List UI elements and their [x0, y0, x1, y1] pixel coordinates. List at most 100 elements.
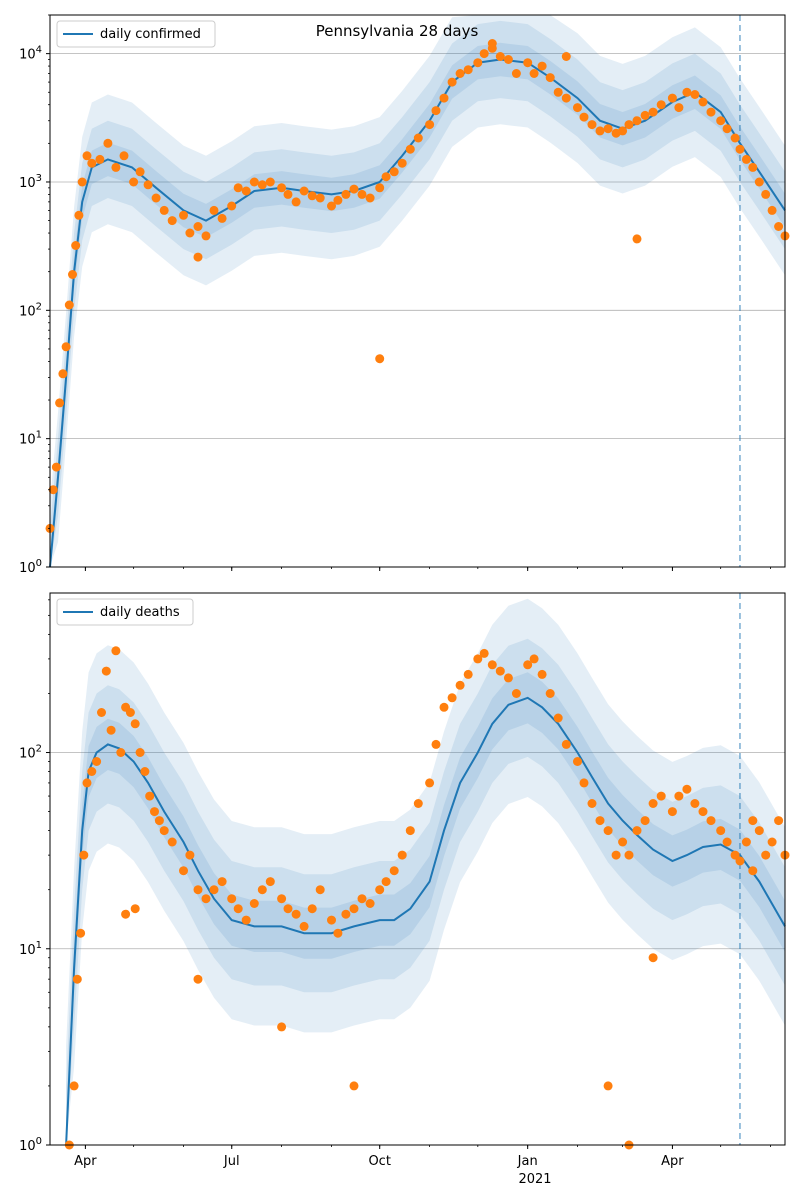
- observed-point: [185, 228, 195, 238]
- observed-point: [106, 725, 116, 735]
- panel-deaths: 100 101 102 Apr Jul Oct Jan Apr 2021 daily dea…: [19, 592, 790, 1187]
- deaths-bands: [66, 598, 786, 1145]
- observed-point: [151, 193, 161, 203]
- observed-point: [573, 103, 582, 113]
- observed-point: [69, 1081, 79, 1091]
- observed-point: [754, 826, 764, 836]
- observed-point: [283, 189, 293, 199]
- observed-point: [61, 342, 71, 352]
- observed-point: [698, 807, 708, 817]
- y-tick-label: 101: [19, 430, 42, 448]
- observed-point: [487, 660, 497, 670]
- observed-point: [545, 73, 555, 83]
- observed-point: [674, 791, 684, 801]
- observed-point: [748, 162, 758, 172]
- observed-point: [283, 904, 293, 914]
- observed-point: [79, 850, 89, 860]
- observed-point: [265, 877, 275, 887]
- observed-point: [82, 151, 92, 161]
- observed-point: [553, 87, 563, 97]
- observed-point: [511, 689, 521, 698]
- observed-point: [648, 107, 658, 117]
- observed-point: [365, 899, 375, 908]
- observed-point: [135, 748, 145, 757]
- observed-point: [257, 180, 267, 190]
- deaths-legend-box: [56, 598, 194, 626]
- observed-point: [431, 739, 441, 749]
- observed-point: [587, 799, 597, 808]
- x-tick-label: Jan: [517, 1154, 538, 1169]
- observed-point: [648, 799, 658, 808]
- observed-point: [95, 154, 105, 164]
- observed-point: [529, 69, 539, 78]
- model-line: [65, 696, 786, 1146]
- observed-point: [241, 186, 251, 196]
- observed-point: [447, 77, 457, 87]
- deaths-legend: daily deaths: [56, 598, 194, 626]
- y-tick-label: 104: [19, 45, 42, 63]
- observed-point: [333, 928, 343, 938]
- observed-point: [217, 213, 227, 223]
- observed-point: [233, 904, 243, 914]
- deaths-legend-label: daily deaths: [100, 605, 180, 620]
- observed-point: [667, 807, 677, 817]
- observed-point: [487, 39, 497, 48]
- observed-point: [774, 816, 784, 826]
- observed-point: [656, 100, 666, 110]
- observed-point: [129, 177, 139, 187]
- x-tick-label: Apr: [74, 1154, 97, 1169]
- observed-point: [349, 184, 359, 194]
- observed-point: [761, 189, 771, 199]
- observed-point: [291, 909, 301, 919]
- observed-point: [381, 877, 391, 887]
- observed-point: [82, 778, 92, 788]
- observed-point: [97, 708, 106, 717]
- observed-point: [741, 837, 751, 847]
- observed-point: [349, 904, 359, 914]
- observed-point: [375, 354, 385, 364]
- observed-point: [640, 816, 650, 826]
- observed-point: [495, 666, 505, 676]
- confirmed-bands: [50, 15, 785, 568]
- observed-point: [150, 807, 159, 817]
- observed-point: [201, 231, 211, 241]
- observed-point: [68, 270, 77, 279]
- deaths-axes-frame: [49, 592, 786, 1146]
- observed-point: [603, 1081, 613, 1091]
- observed-point: [193, 974, 203, 984]
- observed-point: [682, 87, 692, 97]
- observed-point: [774, 222, 784, 231]
- observed-point: [603, 124, 613, 134]
- observed-point: [573, 757, 582, 766]
- observed-point: [193, 885, 203, 895]
- observed-point: [167, 216, 177, 226]
- observed-point: [103, 138, 113, 148]
- observed-point: [587, 120, 597, 130]
- observed-point: [375, 885, 385, 895]
- observed-point: [561, 52, 571, 61]
- observed-point: [341, 909, 351, 919]
- observed-point: [523, 660, 533, 670]
- observed-point: [463, 65, 473, 75]
- observed-point: [503, 55, 513, 64]
- observed-point: [87, 158, 97, 168]
- observed-point: [624, 850, 634, 860]
- observed-point: [119, 151, 129, 161]
- observed-point: [130, 904, 140, 914]
- observed-point: [299, 186, 309, 196]
- observed-point: [425, 120, 435, 130]
- x-tick-label: Jul: [223, 1154, 240, 1169]
- observed-point: [55, 398, 65, 408]
- observed-point: [529, 654, 539, 664]
- observed-point: [76, 928, 86, 938]
- confirmed-y-ticks: 100 101 102 103 104: [19, 14, 50, 576]
- observed-point: [179, 866, 188, 876]
- observed-point: [277, 183, 287, 193]
- observed-point: [537, 669, 547, 679]
- observed-point: [77, 177, 87, 187]
- observed-point: [722, 837, 732, 847]
- observed-point: [545, 689, 555, 698]
- observed-point: [116, 748, 126, 757]
- observed-point: [748, 866, 758, 876]
